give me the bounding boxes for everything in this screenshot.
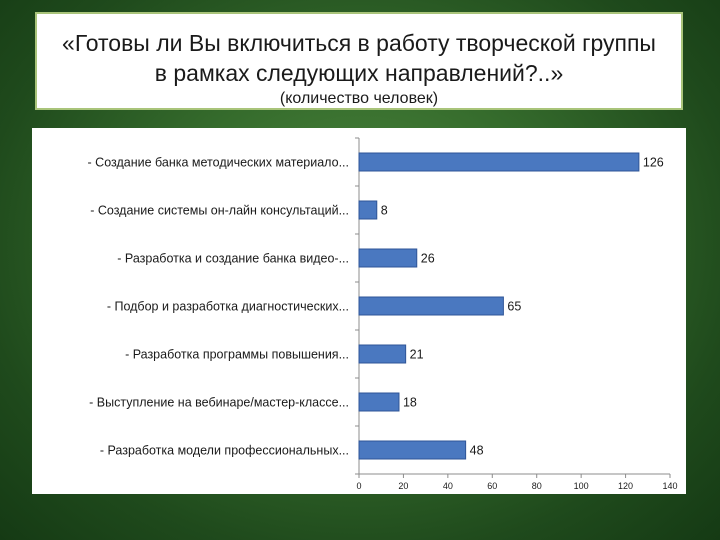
bar — [358, 344, 407, 364]
x-tick-label: 100 — [574, 481, 589, 491]
category-label: - Создание системы он-лайн консультаций.… — [90, 204, 349, 218]
x-tick-label: 140 — [662, 481, 677, 491]
bar — [358, 200, 378, 220]
category-label: - Подбор и разработка диагностических... — [107, 300, 349, 314]
x-tick-label: 80 — [532, 481, 542, 491]
category-label: - Разработка модели профессиональных... — [100, 444, 349, 458]
bar — [358, 248, 418, 268]
x-tick-label: 20 — [398, 481, 408, 491]
data-label: 126 — [643, 156, 664, 170]
x-tick-label: 120 — [618, 481, 633, 491]
category-label: - Выступление на вебинаре/мастер-классе.… — [89, 396, 349, 410]
title-box: «Готовы ли Вы включиться в работу творче… — [35, 12, 683, 110]
chart-title: «Готовы ли Вы включиться в работу творче… — [62, 30, 656, 86]
bar — [358, 296, 504, 316]
x-tick-label: 60 — [487, 481, 497, 491]
data-label: 18 — [403, 396, 417, 410]
category-label: - Создание банка методических материало.… — [88, 156, 349, 170]
bar — [358, 392, 400, 412]
bar — [358, 152, 640, 172]
bar — [358, 440, 467, 460]
chart-area: 0 20 40 60 80 100 120 140 126 - Создание банка ме… — [32, 128, 686, 494]
chart-subtitle: (количество человек) — [279, 90, 439, 107]
data-label: 8 — [381, 204, 388, 218]
category-label: - Разработка и создание банка видео-... — [117, 252, 349, 266]
data-label: 48 — [470, 444, 484, 458]
data-label: 65 — [507, 300, 521, 314]
data-label: 21 — [410, 348, 424, 362]
x-tick-label: 40 — [443, 481, 453, 491]
x-tick-label: 0 — [356, 481, 361, 491]
bar-chart: 0 20 40 60 80 100 120 140 126 - Создание банка ме… — [88, 137, 678, 491]
category-label: - Разработка программы повышения... — [125, 348, 349, 362]
data-label: 26 — [421, 252, 435, 266]
